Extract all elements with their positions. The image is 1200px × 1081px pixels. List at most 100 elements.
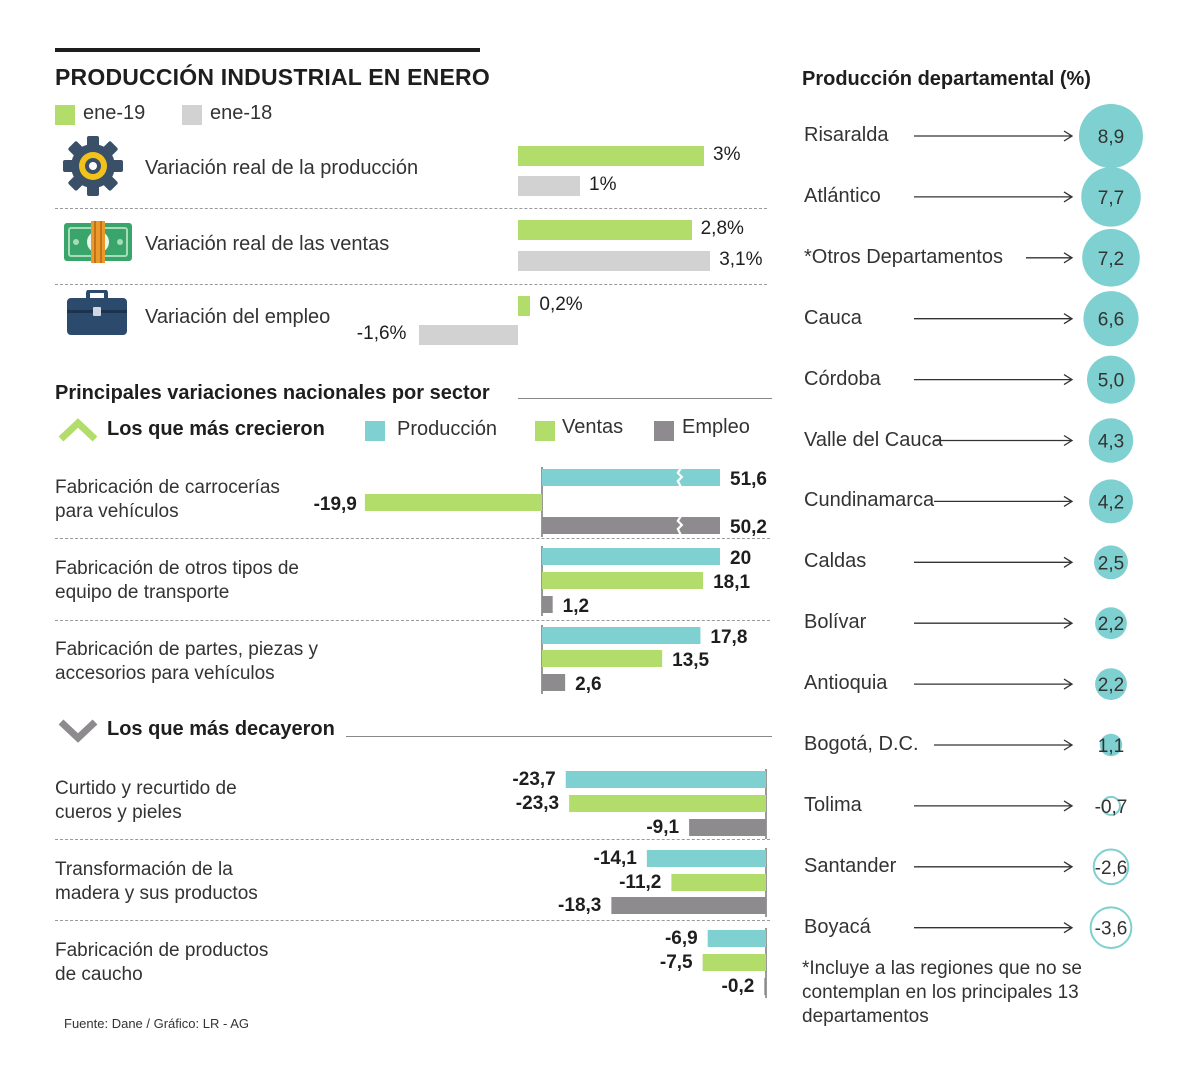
bubble [1083, 291, 1139, 347]
indicator-bar-sales-ene18 [518, 251, 711, 271]
bar-empleo [542, 596, 553, 613]
chevron-down-icon [58, 719, 98, 743]
bar-ventas [671, 874, 766, 891]
sector-label: Fabricación de otros tipos de equipo de … [55, 558, 299, 603]
sector-label: Transformación de la madera y sus produc… [55, 859, 258, 904]
bar-ventas [542, 572, 704, 589]
bar-producción [707, 930, 766, 947]
arrow-connector [914, 374, 1074, 386]
bubble [1095, 668, 1127, 701]
bubble [1088, 418, 1134, 463]
sector-divider [55, 920, 770, 921]
department-label: Cauca [804, 306, 862, 329]
bar-producción [646, 850, 766, 867]
bubble-label: 7,7 [1098, 188, 1124, 209]
indicator-value-employment-ene19: 0,2% [539, 294, 583, 315]
legend-label-ene18: ene-18 [210, 102, 273, 124]
department-title: Producción departamental (%) [802, 68, 1091, 90]
legend-swatch-ene18 [182, 105, 202, 125]
data-label: -18,3 [558, 895, 601, 916]
arrow-connector [934, 434, 1074, 447]
arrow-connector [914, 800, 1074, 812]
data-label: -7,5 [660, 952, 693, 973]
bubble-label: -3,6 [1095, 919, 1128, 940]
sector-label: Fabricación de partes, piezas y accesori… [55, 639, 318, 684]
legend-swatch-production [365, 421, 385, 441]
bubble-label: 7,2 [1098, 249, 1124, 270]
bubble [1092, 848, 1130, 886]
bubble [1087, 355, 1135, 404]
source-footer: Fuente: Dane / Gráfico: LR - AG [64, 1016, 249, 1031]
indicator-label-sales: Variación real de las ventas [145, 233, 390, 255]
bubble [1101, 795, 1121, 816]
department-footnote: *Incluye a las regiones que no se contem… [802, 958, 1082, 1027]
data-label: -9,1 [646, 817, 679, 838]
arrow-connector [914, 861, 1074, 873]
department-label: Cundinamarca [804, 489, 935, 512]
legend-swatch-employment [654, 421, 674, 441]
axis-break-mark [676, 467, 684, 488]
indicator-label-production: Variación real de la producción [145, 157, 419, 179]
department-label: Córdoba [804, 367, 881, 390]
bar-empleo [542, 674, 566, 691]
department-label: Valle del Cauca [804, 428, 943, 451]
sector-section-title: Principales variaciones nacionales por s… [55, 382, 490, 404]
indicator-bar-employment-ene19 [518, 296, 531, 316]
briefcase-icon [67, 290, 127, 335]
data-label: -11,2 [619, 872, 661, 893]
section-rule [346, 736, 772, 737]
bubble [1095, 607, 1127, 640]
bubble-label: 1,1 [1098, 736, 1124, 757]
arrow-connector [914, 556, 1074, 568]
bubble [1079, 104, 1143, 168]
data-label: 2,6 [575, 674, 601, 695]
bubble-label: 4,3 [1098, 432, 1124, 453]
indicator-value-production-ene18: 1% [589, 174, 617, 195]
indicator-divider [55, 284, 767, 285]
bubble [1081, 167, 1141, 227]
bubble [1094, 545, 1128, 580]
arrow-connector [914, 922, 1074, 934]
section-rule [518, 398, 772, 399]
sector-label: Curtido y recurtido de cueros y pieles [55, 778, 237, 823]
header-rule [55, 48, 480, 52]
department-label: Bolívar [804, 611, 867, 634]
bubble-label: 2,5 [1098, 553, 1124, 574]
bar-empleo [764, 978, 766, 995]
arrow-connector [934, 739, 1074, 751]
data-label: -23,7 [512, 769, 555, 790]
department-label: Antioquia [804, 672, 888, 695]
arrow-connector [914, 678, 1074, 690]
sector-label: Fabricación de carrocerías para vehículo… [55, 477, 280, 522]
bar-ventas [569, 795, 766, 812]
indicator-value-sales-ene19: 2,8% [700, 218, 744, 239]
bubble-label: 8,9 [1098, 127, 1124, 148]
legend-label-ene19: ene-19 [83, 102, 146, 124]
bubble [1082, 229, 1140, 287]
sector-divider [55, 839, 770, 840]
department-label: *Otros Departamentos [804, 245, 1003, 268]
bubble-label: 4,2 [1098, 492, 1124, 513]
data-label: 1,2 [563, 596, 589, 617]
data-label: 13,5 [672, 650, 709, 671]
indicator-bar-production-ene19 [518, 146, 704, 166]
chevron-up-icon [58, 418, 98, 442]
bubble-label: 6,6 [1098, 310, 1124, 331]
department-label: Santander [804, 854, 897, 877]
data-label: 50,2 [730, 517, 767, 538]
gear-icon [63, 136, 123, 196]
bubble-label: -2,6 [1095, 858, 1128, 879]
department-label: Boyacá [804, 915, 871, 938]
indicator-bar-sales-ene19 [518, 220, 692, 240]
arrow-connector [914, 191, 1074, 203]
indicator-label-employment: Variación del empleo [145, 306, 331, 328]
department-label: Tolima [804, 793, 862, 816]
arrow-connector [914, 617, 1074, 629]
legend-swatch-sales [535, 421, 555, 441]
arrow-connector [914, 130, 1074, 142]
sector-divider [55, 538, 770, 539]
bar-empleo [611, 897, 766, 914]
bubble [1089, 479, 1133, 524]
bubble-label: 2,2 [1098, 614, 1124, 635]
